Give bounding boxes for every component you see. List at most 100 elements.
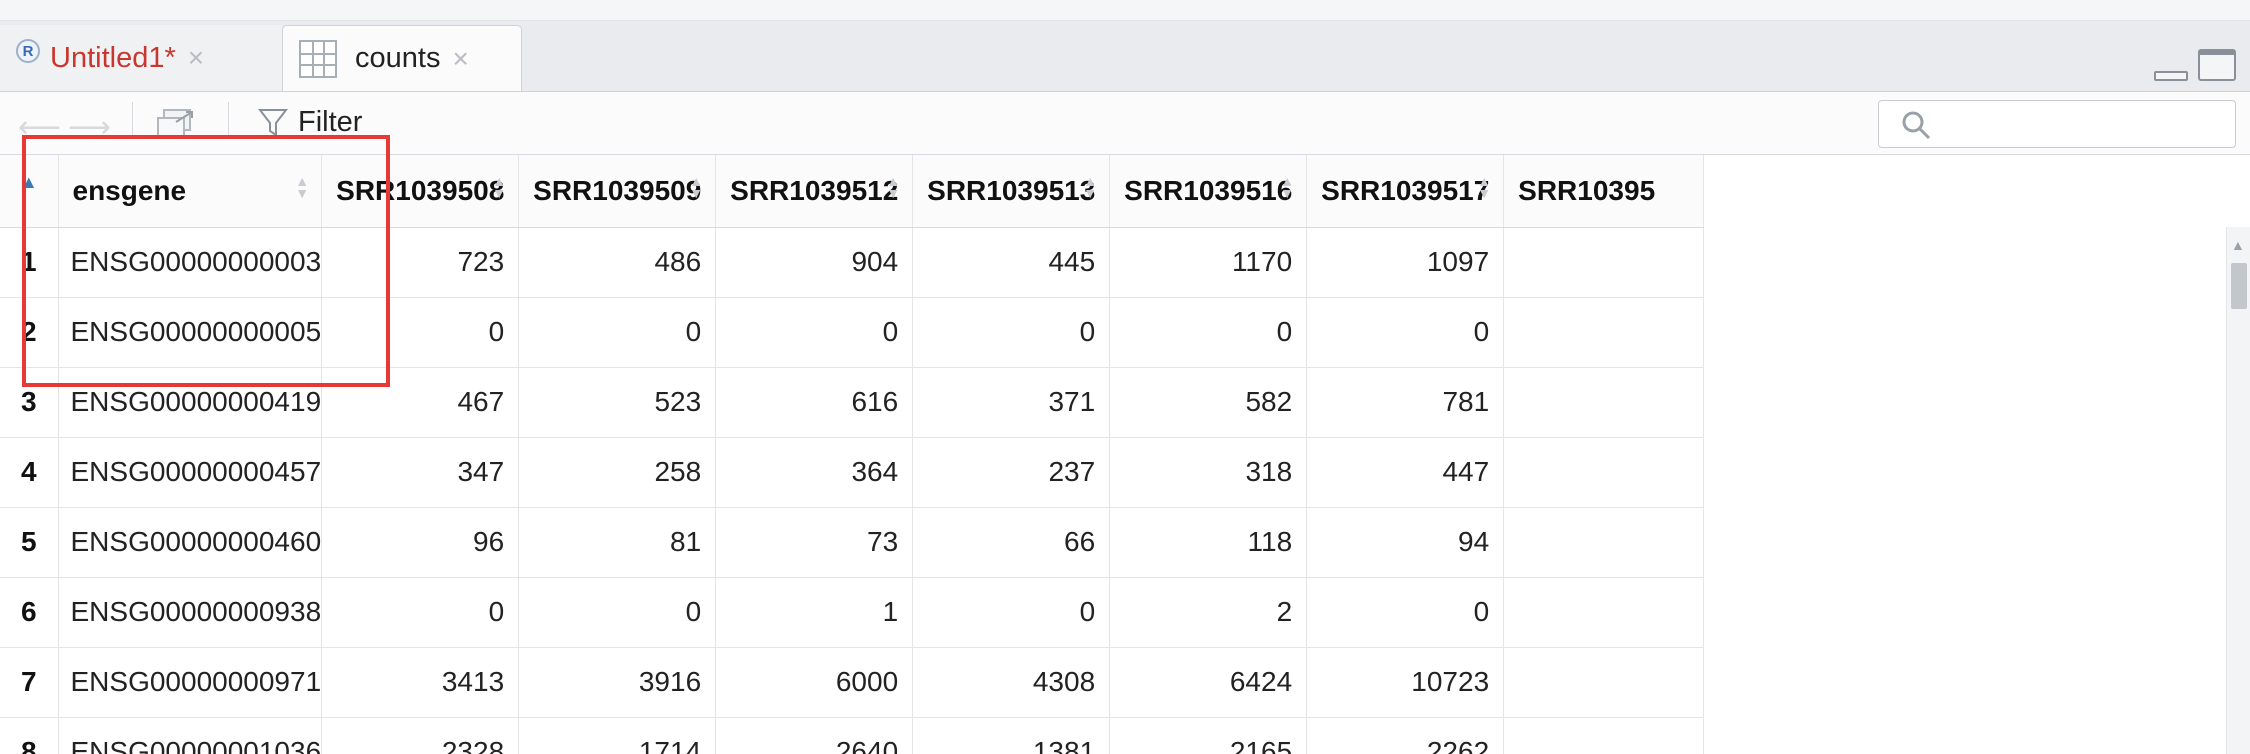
count-cell-truncated[interactable] xyxy=(1503,227,1705,298)
row-number-cell[interactable]: 4 xyxy=(0,437,59,508)
count-cell[interactable]: 318 xyxy=(1109,437,1308,508)
column-header[interactable]: SRR1039508 ▲ ▼ xyxy=(321,155,520,228)
row-number-cell[interactable]: 7 xyxy=(0,647,59,718)
row-number-cell[interactable]: 1 xyxy=(0,227,59,298)
search-box[interactable] xyxy=(1878,100,2236,148)
row-number-header[interactable]: ▲ xyxy=(0,155,59,228)
count-cell[interactable]: 523 xyxy=(518,367,717,438)
count-cell[interactable]: 616 xyxy=(715,367,914,438)
count-cell[interactable]: 0 xyxy=(1109,297,1308,368)
count-cell[interactable]: 3916 xyxy=(518,647,717,718)
count-cell[interactable]: 0 xyxy=(518,297,717,368)
count-cell[interactable]: 1097 xyxy=(1306,227,1505,298)
count-cell-truncated[interactable] xyxy=(1503,437,1705,508)
count-cell-truncated[interactable] xyxy=(1503,367,1705,438)
gene-id-cell[interactable]: ENSG00000000003 xyxy=(58,227,323,298)
count-cell[interactable]: 0 xyxy=(912,297,1111,368)
count-cell[interactable]: 2328 xyxy=(321,717,520,754)
scrollbar-thumb[interactable] xyxy=(2231,263,2247,309)
search-input[interactable] xyxy=(1943,105,2227,145)
sort-icon[interactable]: ▲ ▼ xyxy=(886,173,901,201)
row-number-cell[interactable]: 5 xyxy=(0,507,59,578)
count-cell[interactable]: 1714 xyxy=(518,717,717,754)
minimize-icon[interactable] xyxy=(2154,71,2188,81)
column-header[interactable]: SRR1039517 ▲ ▼ xyxy=(1306,155,1505,228)
column-header[interactable]: SRR1039513 ▲ ▼ xyxy=(912,155,1111,228)
count-cell[interactable]: 904 xyxy=(715,227,914,298)
count-cell[interactable]: 0 xyxy=(1306,297,1505,368)
sort-icon[interactable]: ▲ ▼ xyxy=(1477,173,1492,201)
count-cell[interactable]: 6000 xyxy=(715,647,914,718)
gene-id-cell[interactable]: ENSG00000000938 xyxy=(58,577,323,648)
count-cell[interactable]: 10723 xyxy=(1306,647,1505,718)
count-cell-truncated[interactable] xyxy=(1503,647,1705,718)
count-cell[interactable]: 1381 xyxy=(912,717,1111,754)
back-arrow-icon[interactable]: ⟵ xyxy=(18,111,62,144)
column-header[interactable]: ensgene ▲ ▼ xyxy=(58,155,323,228)
table-row[interactable]: 2 ENSG00000000005 0 0 0 0 0 0 xyxy=(0,297,1705,368)
count-cell-truncated[interactable] xyxy=(1503,507,1705,578)
count-cell[interactable]: 66 xyxy=(912,507,1111,578)
count-cell[interactable]: 3413 xyxy=(321,647,520,718)
count-cell[interactable]: 81 xyxy=(518,507,717,578)
maximize-icon[interactable] xyxy=(2198,49,2236,81)
table-row[interactable]: 7 ENSG00000000971 3413 3916 6000 4308 6424 1072… xyxy=(0,647,1705,718)
close-icon[interactable]: × xyxy=(187,42,205,73)
vertical-scrollbar[interactable]: ▲ xyxy=(2226,227,2250,754)
filter-button[interactable]: Filter xyxy=(258,106,362,139)
sort-icon[interactable]: ▲ ▼ xyxy=(492,173,507,201)
row-number-cell[interactable]: 2 xyxy=(0,297,59,368)
count-cell[interactable]: 94 xyxy=(1306,507,1505,578)
gene-id-cell[interactable]: ENSG00000000460 xyxy=(58,507,323,578)
forward-arrow-icon[interactable]: ⟶ xyxy=(68,111,112,144)
count-cell[interactable]: 347 xyxy=(321,437,520,508)
gene-id-cell[interactable]: ENSG00000001036 xyxy=(58,717,323,754)
tab-untitled1[interactable]: R Untitled1* × xyxy=(0,25,282,91)
table-row[interactable]: 6 ENSG00000000938 0 0 1 0 2 0 xyxy=(0,577,1705,648)
count-cell[interactable]: 723 xyxy=(321,227,520,298)
count-cell[interactable]: 2262 xyxy=(1306,717,1505,754)
column-header[interactable]: SRR1039509 ▲ ▼ xyxy=(518,155,717,228)
count-cell[interactable]: 258 xyxy=(518,437,717,508)
count-cell-truncated[interactable] xyxy=(1503,717,1705,754)
row-number-cell[interactable]: 8 xyxy=(0,717,59,754)
count-cell[interactable]: 2 xyxy=(1109,577,1308,648)
count-cell[interactable]: 467 xyxy=(321,367,520,438)
table-row[interactable]: 1 ENSG00000000003 723 486 904 445 1170 1097 xyxy=(0,227,1705,298)
scroll-up-icon[interactable]: ▲ xyxy=(2231,237,2245,253)
sort-icon[interactable]: ▲ ▼ xyxy=(689,173,704,201)
count-cell[interactable]: 0 xyxy=(912,577,1111,648)
row-number-cell[interactable]: 6 xyxy=(0,577,59,648)
table-row[interactable]: 5 ENSG00000000460 96 81 73 66 118 94 xyxy=(0,507,1705,578)
count-cell[interactable]: 73 xyxy=(715,507,914,578)
close-icon[interactable]: × xyxy=(452,42,469,74)
table-row[interactable]: 3 ENSG00000000419 467 523 616 371 582 781 xyxy=(0,367,1705,438)
count-cell[interactable]: 6424 xyxy=(1109,647,1308,718)
sort-icon[interactable]: ▲ ▼ xyxy=(1280,173,1295,201)
count-cell[interactable]: 237 xyxy=(912,437,1111,508)
count-cell[interactable]: 445 xyxy=(912,227,1111,298)
count-cell-truncated[interactable] xyxy=(1503,297,1705,368)
count-cell[interactable]: 1 xyxy=(715,577,914,648)
sort-icon[interactable]: ▲ ▼ xyxy=(295,173,310,201)
gene-id-cell[interactable]: ENSG00000000419 xyxy=(58,367,323,438)
count-cell[interactable]: 2165 xyxy=(1109,717,1308,754)
count-cell[interactable]: 582 xyxy=(1109,367,1308,438)
popout-window-icon[interactable] xyxy=(156,108,202,140)
gene-id-cell[interactable]: ENSG00000000457 xyxy=(58,437,323,508)
count-cell[interactable]: 4308 xyxy=(912,647,1111,718)
gene-id-cell[interactable]: ENSG00000000971 xyxy=(58,647,323,718)
gene-id-cell[interactable]: ENSG00000000005 xyxy=(58,297,323,368)
column-header[interactable]: SRR1039516 ▲ ▼ xyxy=(1109,155,1308,228)
count-cell[interactable]: 118 xyxy=(1109,507,1308,578)
count-cell[interactable]: 0 xyxy=(321,297,520,368)
count-cell[interactable]: 0 xyxy=(321,577,520,648)
count-cell[interactable]: 371 xyxy=(912,367,1111,438)
count-cell[interactable]: 0 xyxy=(518,577,717,648)
count-cell[interactable]: 486 xyxy=(518,227,717,298)
count-cell[interactable]: 2640 xyxy=(715,717,914,754)
count-cell[interactable]: 364 xyxy=(715,437,914,508)
count-cell[interactable]: 0 xyxy=(715,297,914,368)
count-cell[interactable]: 781 xyxy=(1306,367,1505,438)
table-row[interactable]: 8 ENSG00000001036 2328 1714 2640 1381 2165 2262 xyxy=(0,717,1705,754)
